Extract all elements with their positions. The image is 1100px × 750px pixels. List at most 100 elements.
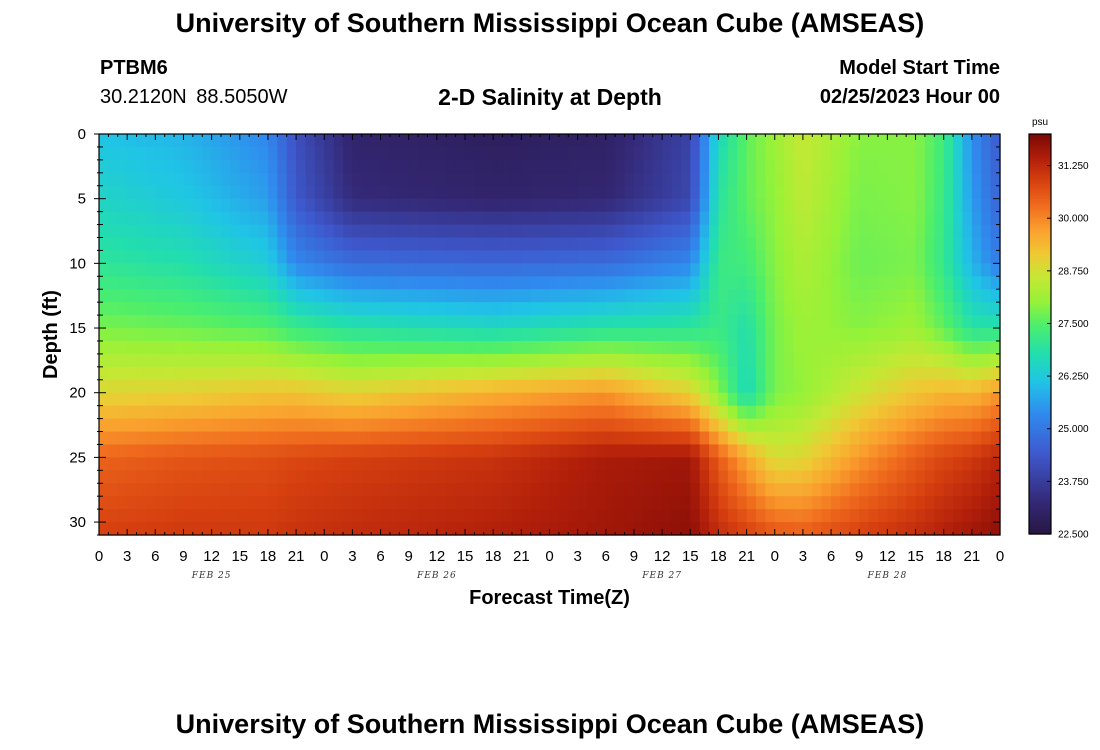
heatmap-cell [633,509,644,523]
x-tick-label: 12 [429,548,446,565]
heatmap-cell [633,250,644,264]
heatmap-cell [943,289,954,303]
heatmap-cell [652,263,663,277]
heatmap-cell [699,263,710,277]
heatmap-cell [652,315,663,329]
heatmap-cell [981,418,992,433]
heatmap-cell [680,405,691,420]
heatmap-cell [840,250,851,264]
heatmap-cell [849,276,860,290]
heatmap-cell [887,483,898,497]
heatmap-cell [305,444,316,458]
x-tick-label: 15 [682,548,699,565]
heatmap-cell [793,418,804,433]
heatmap-cell [183,237,194,252]
heatmap-cell [192,457,203,471]
heatmap-cell [221,457,231,471]
heatmap-cell [164,496,175,510]
heatmap-cell [399,134,410,148]
heatmap-cell [361,250,372,264]
heatmap-cell [896,134,907,148]
heatmap-cell [662,172,673,187]
heatmap-cell [127,392,138,407]
heatmap-cell [587,315,598,329]
heatmap-cell [802,483,813,497]
heatmap-cell [127,146,138,161]
heatmap-cell [380,457,391,471]
heatmap-cell [108,172,119,187]
heatmap-cell [624,496,635,510]
heatmap-cell [239,146,250,161]
heatmap-cell [145,159,156,174]
heatmap-cell [859,496,870,510]
heatmap-cell [615,496,626,510]
heatmap-cell [596,392,607,407]
heatmap-cell [155,457,166,471]
heatmap-cell [333,250,344,264]
heatmap-cell [934,159,945,174]
heatmap-cell [474,302,485,316]
heatmap-cell [784,496,795,510]
heatmap-cell [127,483,138,497]
heatmap-cell [971,134,982,148]
heatmap-cell [812,405,823,420]
heatmap-cell [802,522,813,536]
heatmap-cell [990,146,1001,161]
heatmap-cell [277,211,288,226]
heatmap-cell [615,172,626,187]
heatmap-cell [521,276,532,290]
heatmap-cell [258,302,269,316]
heatmap-cell [249,250,260,264]
heatmap-cell [99,302,109,316]
heatmap-cell [802,276,813,290]
heatmap-cell [446,509,457,523]
heatmap-cell [746,237,757,252]
heatmap-cell [427,159,438,174]
heatmap-cell [671,496,682,510]
heatmap-cell [164,159,175,174]
heatmap-cell [953,379,964,394]
heatmap-cell [887,302,898,316]
heatmap-cell [418,522,429,536]
heatmap-cell [840,457,851,471]
heatmap-cell [887,444,898,458]
heatmap-cell [408,134,419,148]
heatmap-cell [718,224,729,239]
heatmap-cell [230,302,241,316]
heatmap-cell [145,509,156,523]
heatmap-cell [971,483,982,497]
heatmap-cell [643,302,654,316]
heatmap-cell [361,237,372,252]
heatmap-cell [887,418,898,433]
heatmap-cell [408,172,419,187]
heatmap-cell [136,379,147,394]
heatmap-cell [436,509,447,523]
heatmap-cell [493,470,504,484]
heatmap-cell [896,302,907,316]
heatmap-cell [558,289,569,303]
heatmap-cell [249,237,260,252]
heatmap-cell [380,366,391,381]
heatmap-cell [258,328,269,342]
colorbar-segment [1029,264,1051,268]
heatmap-cell [267,224,278,239]
heatmap-cell [596,379,607,394]
heatmap-cell [305,289,316,303]
heatmap-cell [286,496,297,510]
heatmap-cell [202,366,213,381]
heatmap-cell [343,276,354,290]
heatmap-cell [511,185,522,200]
heatmap-cell [117,509,128,523]
heatmap-cell [877,496,888,510]
heatmap-cell [577,134,588,148]
heatmap-cell [662,276,673,290]
heatmap-cell [784,444,795,458]
heatmap-cell [849,134,860,148]
heatmap-cell [174,211,185,226]
heatmap-cell [755,134,766,148]
heatmap-cell [699,340,710,355]
heatmap-cell [389,159,400,174]
heatmap-cell [962,483,973,497]
heatmap-cell [709,250,720,264]
heatmap-cell [896,263,907,277]
